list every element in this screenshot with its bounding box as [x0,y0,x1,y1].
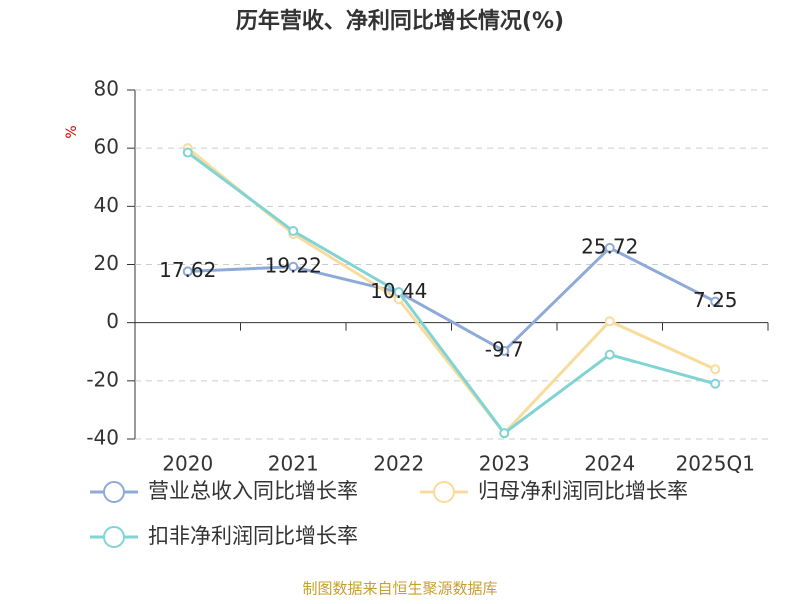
y-tick-label: 60 [94,135,119,159]
x-tick-label: 2025Q1 [676,452,755,476]
y-axis-label: % [64,125,80,138]
x-tick-label: 2020 [162,452,213,476]
data-label: 19.22 [265,253,322,277]
footer: 制图数据来自恒生聚源数据库 [302,580,497,598]
point [499,345,510,356]
data-label: 17.62 [159,258,216,282]
y-tick-label: 20 [94,251,119,275]
point [710,364,721,375]
x-tick-label: 2024 [584,452,635,476]
legend-marker [103,481,125,503]
point [499,428,510,439]
point [710,378,721,389]
point [182,266,193,277]
data-label: 7.25 [693,288,738,312]
legend-label: 归母净利润同比增长率 [478,479,688,503]
data-label: -9.7 [485,337,524,361]
point [182,147,193,158]
data-label: 25.72 [581,234,638,258]
legend-marker [103,526,125,548]
x-tick-label: 2021 [268,452,319,476]
data-label: 10.44 [370,279,427,303]
x-tick-label: 2022 [373,452,424,476]
point [288,261,299,272]
chart-title: 历年营收、净利同比增长情况(%) [236,8,564,34]
legend-label: 营业总收入同比增长率 [148,479,358,503]
series-line [186,151,716,436]
point [604,316,615,327]
point [710,296,721,307]
point [604,242,615,253]
x-tick-label: 2023 [479,452,530,476]
point [393,287,404,298]
series-line [187,246,716,353]
point [604,349,615,360]
point [288,226,299,237]
y-tick-label: -20 [86,367,119,391]
legend-marker [433,481,455,503]
legend-label: 扣非净利润同比增长率 [148,524,358,548]
y-tick-label: -40 [86,426,119,450]
series-line [186,147,716,436]
y-tick-label: 80 [94,77,119,101]
y-tick-label: 40 [94,193,119,217]
y-tick-label: 0 [106,309,119,333]
